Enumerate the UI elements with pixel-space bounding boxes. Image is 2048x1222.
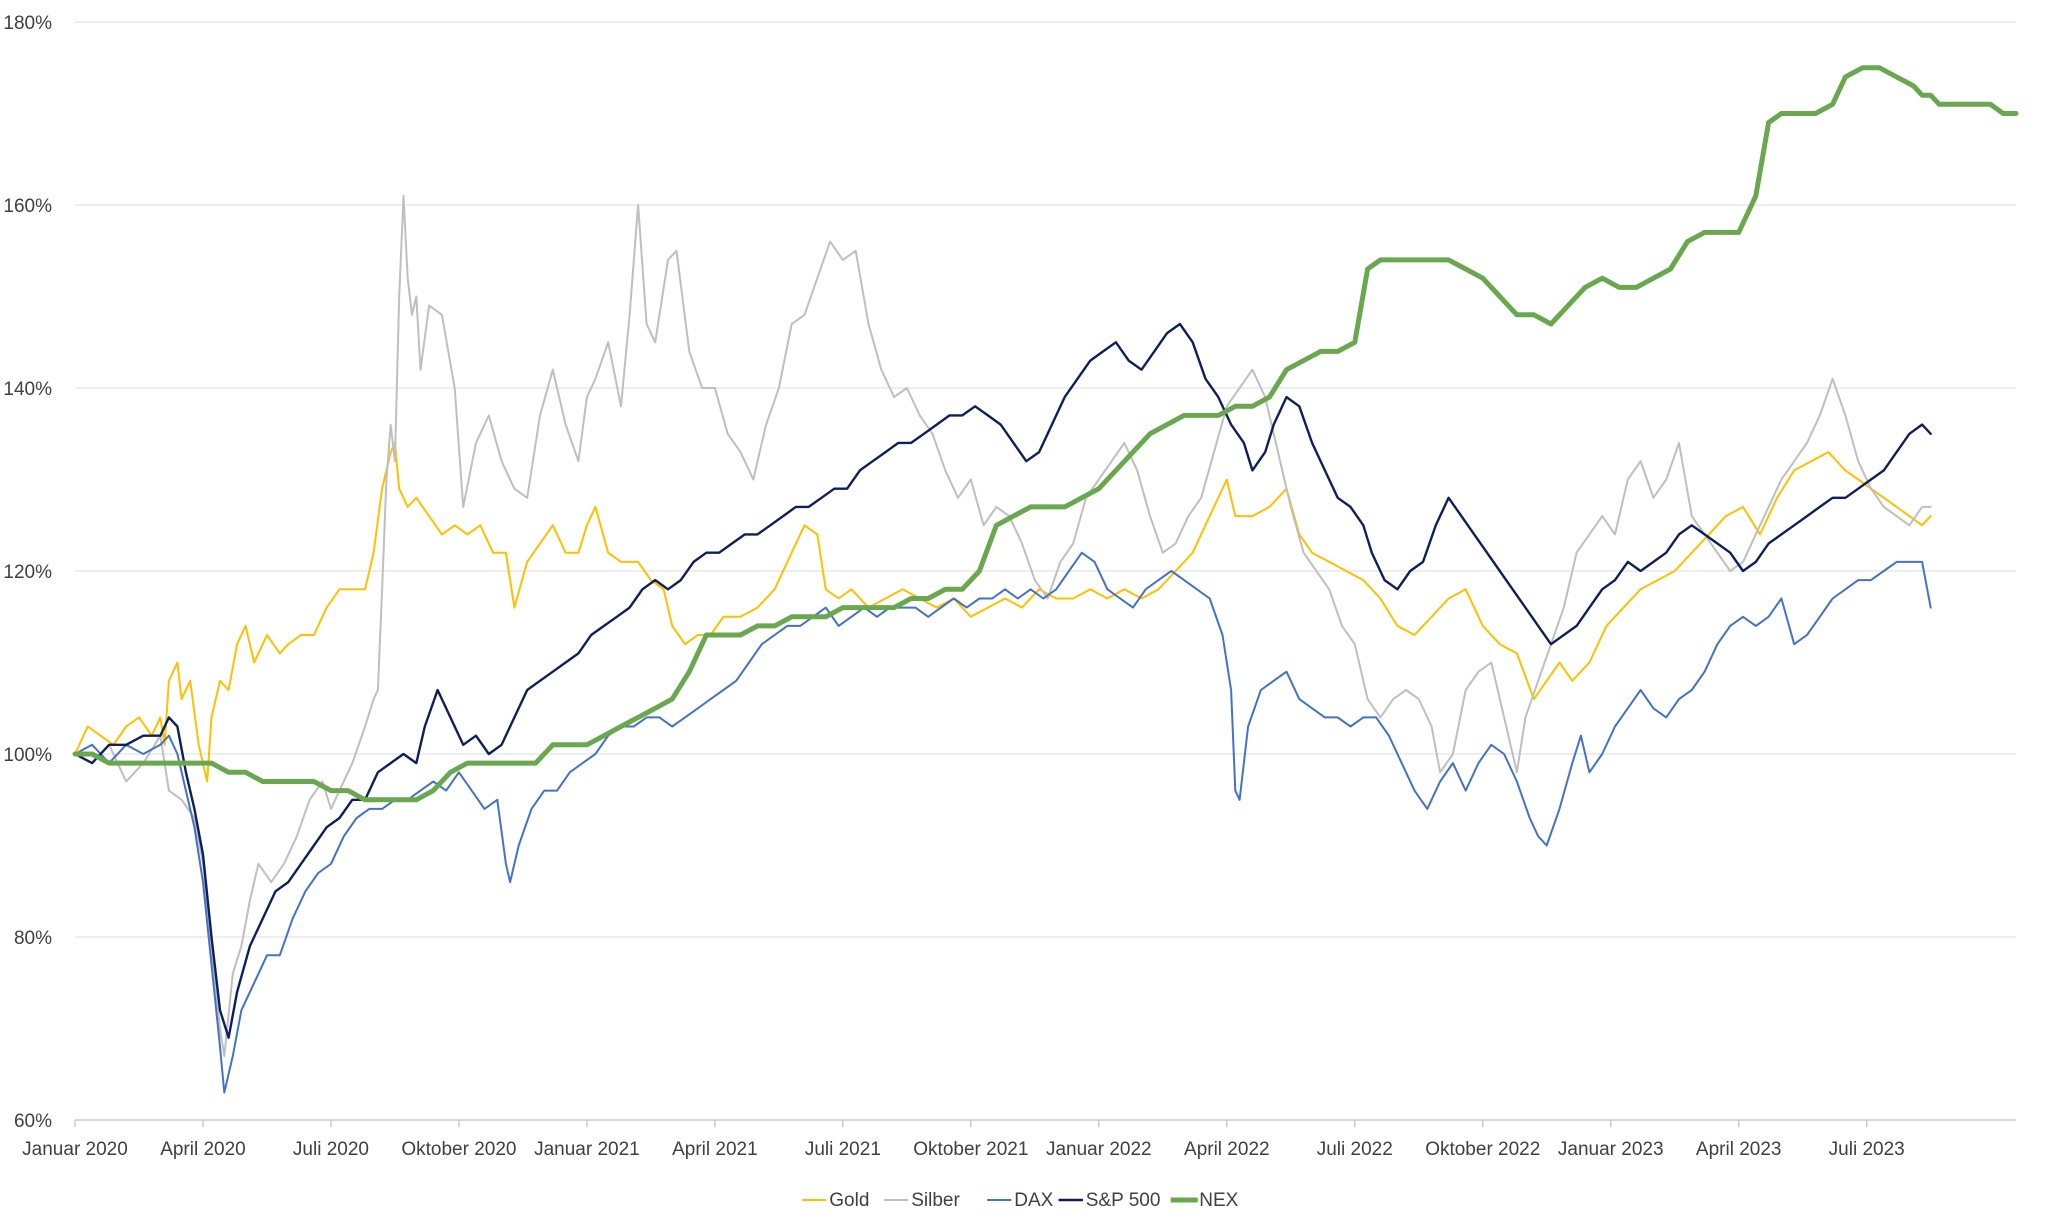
x-tick-label: Januar 2021 <box>534 1139 640 1160</box>
legend-label: Gold <box>829 1190 869 1211</box>
series-line-nex <box>72 65 2019 803</box>
x-tick-label: April 2023 <box>1696 1139 1782 1160</box>
y-tick-label: 100% <box>3 745 52 766</box>
legend-label: Silber <box>911 1190 960 1211</box>
series-line-silber <box>74 194 1932 1057</box>
y-tick-label: 160% <box>3 196 52 217</box>
x-tick-label: Januar 2023 <box>1558 1139 1664 1160</box>
x-tick-label: Oktober 2022 <box>1425 1139 1540 1160</box>
x-tick-label: Oktober 2021 <box>913 1139 1028 1160</box>
y-tick-label: 140% <box>3 379 52 400</box>
x-tick-label: Januar 2022 <box>1046 1139 1152 1160</box>
legend-item-gold[interactable]: Gold <box>802 1190 869 1211</box>
legend-item-nex[interactable]: NEX <box>1170 1190 1239 1211</box>
legend-item-dax[interactable]: DAX <box>987 1190 1054 1211</box>
x-tick-label: Juli 2021 <box>805 1139 881 1160</box>
y-axis: 60% 80% 100% 120% 140% 160% 180% <box>3 13 52 1132</box>
legend-label: NEX <box>1199 1190 1238 1211</box>
x-axis: Januar 2020 April 2020 Juli 2020 Oktober 20… <box>22 1120 1905 1160</box>
gridlines <box>75 21 2016 1121</box>
y-tick-label: 120% <box>3 562 52 583</box>
legend-item-silber[interactable]: Silber <box>884 1190 960 1211</box>
series-group <box>72 65 2019 1094</box>
x-tick-label: April 2022 <box>1184 1139 1270 1160</box>
y-tick-label: 180% <box>3 13 52 34</box>
y-tick-label: 60% <box>14 1111 52 1132</box>
series-line-gold <box>74 441 1932 783</box>
x-tick-label: Juli 2020 <box>293 1139 369 1160</box>
legend-item-s-p-500[interactable]: S&P 500 <box>1058 1190 1161 1211</box>
x-tick-label: Januar 2020 <box>22 1139 128 1160</box>
y-tick-label: 80% <box>14 928 52 949</box>
x-tick-label: Juli 2023 <box>1829 1139 1905 1160</box>
x-tick-label: Oktober 2020 <box>401 1139 516 1160</box>
series-line-s-p-500 <box>73 322 1932 1039</box>
x-tick-label: April 2020 <box>160 1139 246 1160</box>
legend-label: DAX <box>1014 1190 1053 1211</box>
x-tick-label: April 2021 <box>672 1139 758 1160</box>
legend-label: S&P 500 <box>1086 1190 1161 1211</box>
series-line-dax <box>74 551 1932 1094</box>
legend[interactable]: Gold Silber DAX S&P 500 NEX <box>802 1190 1239 1211</box>
x-tick-label: Juli 2022 <box>1317 1139 1393 1160</box>
